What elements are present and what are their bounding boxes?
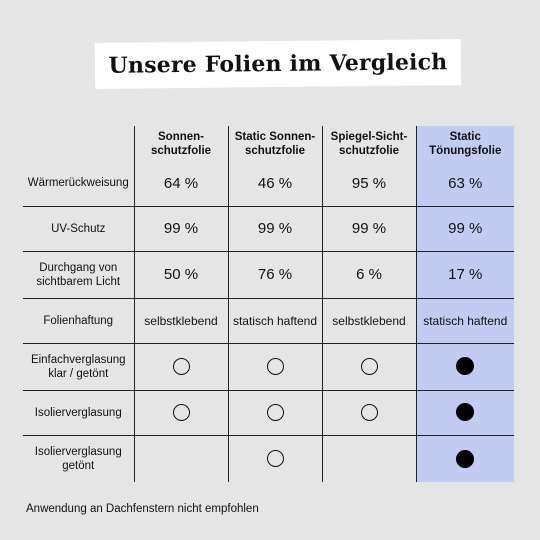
filled-circle-icon bbox=[456, 403, 475, 422]
mark-cell bbox=[416, 435, 514, 482]
value-cell: 50 % bbox=[134, 251, 229, 299]
empty-circle-icon bbox=[266, 450, 284, 468]
mark-cell bbox=[228, 435, 323, 482]
row-label: UV-Schutz bbox=[23, 206, 135, 252]
title-banner: Unsere Folien im Vergleich bbox=[94, 39, 462, 89]
value-cell: 99 % bbox=[416, 206, 514, 252]
row-label: Isolierverglasung getönt bbox=[23, 435, 135, 482]
mark-cell bbox=[134, 390, 229, 436]
mark-cell bbox=[134, 343, 229, 391]
value-cell: selbstklebend bbox=[134, 298, 229, 344]
column-header-sonnenschutzfolie: Sonnen- schutzfolie bbox=[134, 126, 229, 161]
mark-cell bbox=[416, 343, 514, 391]
value-cell: 6 % bbox=[322, 251, 417, 299]
table-row-lichtdurchgang: Durchgang von sichtbarem Licht 50 % 76 %… bbox=[23, 251, 514, 299]
mark-cell bbox=[322, 343, 417, 391]
value-cell: 99 % bbox=[228, 206, 323, 252]
value-cell: selbstklebend bbox=[322, 298, 417, 344]
table-row-folienhaftung: Folienhaftung selbstklebend statisch haf… bbox=[23, 298, 514, 344]
column-header-static-sonnenschutzfolie: Static Sonnen- schutzfolie bbox=[228, 126, 323, 161]
value-cell: statisch haftend bbox=[416, 298, 514, 344]
column-header-static-toenungsfolie: Static Tönungsfolie bbox=[416, 126, 514, 161]
table-row-isolierverglasung: Isolierverglasung bbox=[23, 390, 514, 436]
column-header-spiegel-sichtschutzfolie: Spiegel-Sicht- schutzfolie bbox=[322, 126, 417, 161]
mark-cell bbox=[322, 390, 417, 436]
row-label: Durchgang von sichtbarem Licht bbox=[23, 251, 135, 299]
empty-circle-icon bbox=[172, 403, 190, 421]
mark-cell bbox=[228, 343, 323, 391]
table-row-uv-schutz: UV-Schutz 99 % 99 % 99 % 99 % bbox=[23, 206, 514, 252]
value-cell: 63 % bbox=[416, 161, 514, 207]
mark-cell bbox=[322, 435, 417, 482]
value-cell: 46 % bbox=[228, 161, 323, 207]
mark-cell bbox=[134, 435, 229, 482]
mark-cell bbox=[228, 390, 323, 436]
filled-circle-icon bbox=[456, 449, 475, 468]
empty-circle-icon bbox=[266, 403, 284, 421]
empty-circle-icon bbox=[360, 403, 378, 421]
value-cell: 95 % bbox=[322, 161, 417, 207]
filled-circle-icon bbox=[456, 357, 475, 376]
footnote: Anwendung an Dachfenstern nicht empfohle… bbox=[26, 503, 259, 515]
header-corner-cell bbox=[23, 126, 135, 161]
empty-circle-icon bbox=[360, 357, 378, 375]
empty-circle-icon bbox=[266, 357, 284, 375]
empty-circle-icon bbox=[172, 357, 190, 375]
row-label: Isolierverglasung bbox=[23, 390, 135, 436]
value-cell: 99 % bbox=[322, 206, 417, 252]
table-row-waermerueckweisung: Wärmerückweisung 64 % 46 % 95 % 63 % bbox=[23, 161, 514, 207]
value-cell: 99 % bbox=[134, 206, 229, 252]
comparison-table: Sonnen- schutzfolie Static Sonnen- schut… bbox=[23, 126, 514, 482]
value-cell: 76 % bbox=[228, 251, 323, 299]
mark-cell bbox=[416, 390, 514, 436]
table-row-isolierverglasung-getoent: Isolierverglasung getönt bbox=[23, 435, 514, 482]
row-label: Einfachverglasung klar / getönt bbox=[23, 343, 135, 391]
row-label: Wärmerückweisung bbox=[23, 161, 135, 207]
value-cell: 17 % bbox=[416, 251, 514, 299]
page-title: Unsere Folien im Vergleich bbox=[108, 49, 448, 79]
value-cell: 64 % bbox=[134, 161, 229, 207]
row-label: Folienhaftung bbox=[23, 298, 135, 344]
table-row-einfachverglasung: Einfachverglasung klar / getönt bbox=[23, 343, 514, 391]
value-cell: statisch haftend bbox=[228, 298, 323, 344]
